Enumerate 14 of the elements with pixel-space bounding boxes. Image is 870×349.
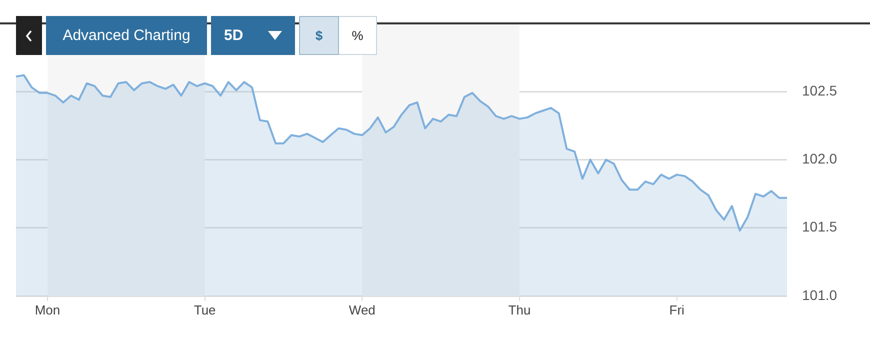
y-tick-label: 101.5 <box>802 218 838 235</box>
x-tick-label: Wed <box>348 302 376 318</box>
advanced-charting-button: Advanced Charting <box>46 16 207 55</box>
x-tick-label: Mon <box>34 302 60 318</box>
y-tick-label: 102.0 <box>802 150 838 167</box>
y-tick-label: 102.5 <box>802 82 838 98</box>
percent-toggle: % <box>339 16 377 55</box>
x-tick-label: Tue <box>194 302 216 318</box>
period-dropdown: 5D <box>211 16 295 55</box>
x-tick-label: Thu <box>508 302 531 318</box>
annotation: 5D <box>224 27 244 44</box>
x-tick-label: Fri <box>669 302 685 318</box>
currency-toggle: $ <box>299 16 339 55</box>
y-tick-label: 101.0 <box>802 286 838 303</box>
